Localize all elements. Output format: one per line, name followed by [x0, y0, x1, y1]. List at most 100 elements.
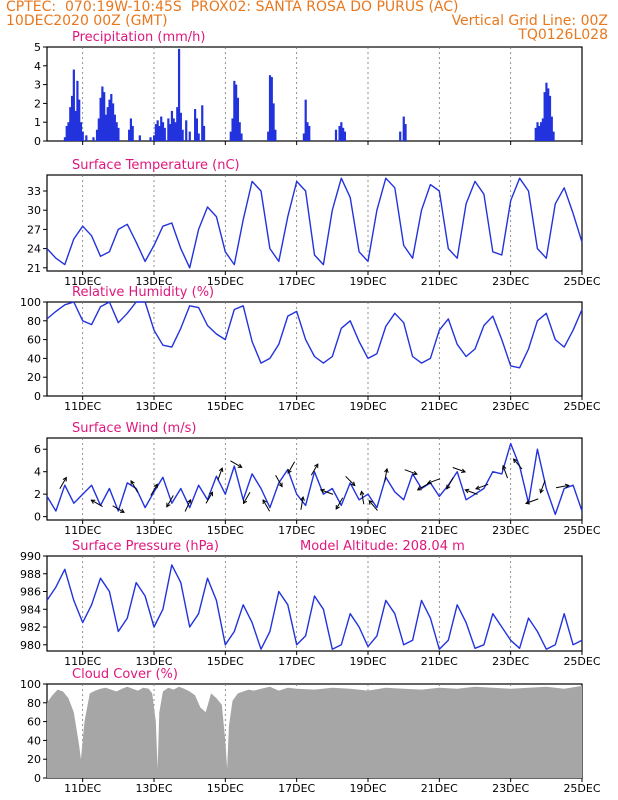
temp-frame — [46, 174, 583, 272]
wind-arrow-shaft — [452, 467, 466, 473]
cloud-xtick-label: 19DEC — [349, 782, 386, 795]
pres-xtick-label: 19DEC — [349, 655, 386, 668]
rh-frame — [46, 301, 583, 397]
wind-arrow-shaft — [345, 475, 356, 486]
wind-arrow-head — [90, 499, 96, 504]
temp-xtick-label: 17DEC — [278, 275, 315, 288]
wind-arrow-head — [153, 483, 158, 489]
wind-arrow-shaft — [205, 491, 213, 504]
precip-bar — [238, 122, 241, 141]
precip-bar — [74, 110, 77, 141]
precip-bar — [177, 48, 181, 141]
precip-bar — [79, 122, 83, 141]
precip-bar — [534, 127, 537, 141]
pres-title: Surface Pressure (hPa) — [72, 539, 219, 554]
precip-bar — [536, 122, 539, 141]
wind-arrow-shaft — [112, 505, 125, 513]
precip-bar — [70, 95, 74, 141]
wind-arrow-head — [262, 499, 267, 505]
precip-bar — [267, 131, 270, 141]
precip-bar — [545, 82, 548, 141]
precip-title: Precipitation (mm/h) — [72, 30, 205, 45]
wind-arrow-head — [412, 470, 418, 476]
temp-xtick-label: 21DEC — [421, 275, 458, 288]
precip-bar — [85, 135, 88, 141]
wind-arrow-shaft — [525, 498, 539, 504]
wind-title: Surface Wind (m/s) — [72, 421, 196, 436]
wind-arrow-shaft — [217, 467, 223, 481]
precip-frame — [46, 46, 583, 142]
rh-ytick-label: 60 — [27, 334, 41, 347]
wind-arrow-shaft — [59, 477, 67, 490]
rh-xtick-label: 13DEC — [135, 400, 172, 413]
precip-ytick-label: 0 — [34, 135, 41, 148]
wind-xtick-label: 17DEC — [278, 524, 315, 537]
wind-arrow-head — [300, 495, 305, 501]
precip-bar — [185, 120, 188, 141]
precip-bar — [154, 124, 157, 141]
precip-bar — [72, 69, 75, 141]
wind-ytick-label: 2 — [34, 488, 41, 501]
precip-bar — [129, 118, 133, 141]
pres-ytick-label: 990 — [20, 550, 41, 563]
wind-arrow-shaft — [300, 496, 304, 510]
precip-bar — [334, 129, 338, 141]
rh-ytick-label: 100 — [20, 296, 41, 309]
wind-arrow-shaft — [475, 483, 489, 490]
precip-bar — [169, 124, 172, 141]
precip-bar — [306, 122, 309, 141]
rh-xtick-label: 25DEC — [563, 400, 600, 413]
wind-arrow-shaft — [230, 460, 242, 468]
wind-xtick-label: 21DEC — [421, 524, 458, 537]
header-date-line: 10DEC2020 00Z (GMT) — [6, 13, 168, 29]
temp-xtick-label: 15DEC — [207, 275, 244, 288]
wind-arrow-head — [426, 479, 432, 485]
wind-arrow-shaft — [427, 478, 441, 484]
wind-arrow-shaft — [335, 497, 344, 510]
precip-bar — [302, 133, 305, 141]
wind-series-line — [46, 442, 583, 516]
precip-bar — [179, 112, 182, 141]
precip-bar — [101, 86, 104, 141]
wind-arrow-shaft — [361, 491, 365, 505]
pres-xtick-label: 13DEC — [135, 655, 172, 668]
cloud-cover-area — [47, 685, 582, 778]
wind-arrow-head — [368, 499, 374, 505]
precip-bar — [78, 99, 81, 141]
precip-bar — [548, 95, 552, 141]
pres-annotation: Model Altitude: 208.04 m — [300, 539, 465, 554]
wind-frame — [46, 437, 583, 521]
precip-bar — [67, 122, 70, 141]
wind-arrow-head — [278, 482, 283, 488]
precip-bar — [543, 92, 546, 141]
precip-bar — [103, 92, 106, 141]
pres-xtick-label: 11DEC — [64, 655, 101, 668]
precip-bar — [108, 99, 111, 141]
wind-arrow-shaft — [166, 495, 174, 508]
precip-bar — [158, 125, 161, 141]
precip-bar — [402, 116, 405, 141]
pres-xtick-label: 23DEC — [492, 655, 529, 668]
pres-ytick-label: 986 — [20, 586, 41, 599]
precip-ytick-label: 4 — [34, 60, 41, 73]
precip-bar — [399, 131, 402, 141]
precip-bar — [115, 122, 118, 141]
wind-arrow-shaft — [404, 469, 418, 475]
precip-bar — [95, 129, 99, 141]
header-station-line: CPTEC: 070:19W-10:45S PROX02: SANTA ROSA… — [6, 0, 459, 15]
cloud-title: Cloud Cover (%) — [72, 667, 178, 682]
precip-bar — [539, 122, 543, 141]
precip-bar — [117, 127, 120, 141]
cloud-xtick-label: 15DEC — [207, 782, 244, 795]
precip-bar — [156, 120, 159, 141]
precip-bar — [76, 80, 79, 141]
pres-xtick-label: 21DEC — [421, 655, 458, 668]
cloud-ytick-label: 60 — [27, 716, 41, 729]
rh-ytick-label: 20 — [27, 371, 41, 384]
precip-bar — [149, 137, 152, 141]
wind-arrow-shaft — [368, 500, 378, 511]
wind-xtick-label: 11DEC — [64, 524, 101, 537]
precip-bar — [106, 107, 109, 141]
wind-ytick-label: 4 — [34, 466, 41, 479]
